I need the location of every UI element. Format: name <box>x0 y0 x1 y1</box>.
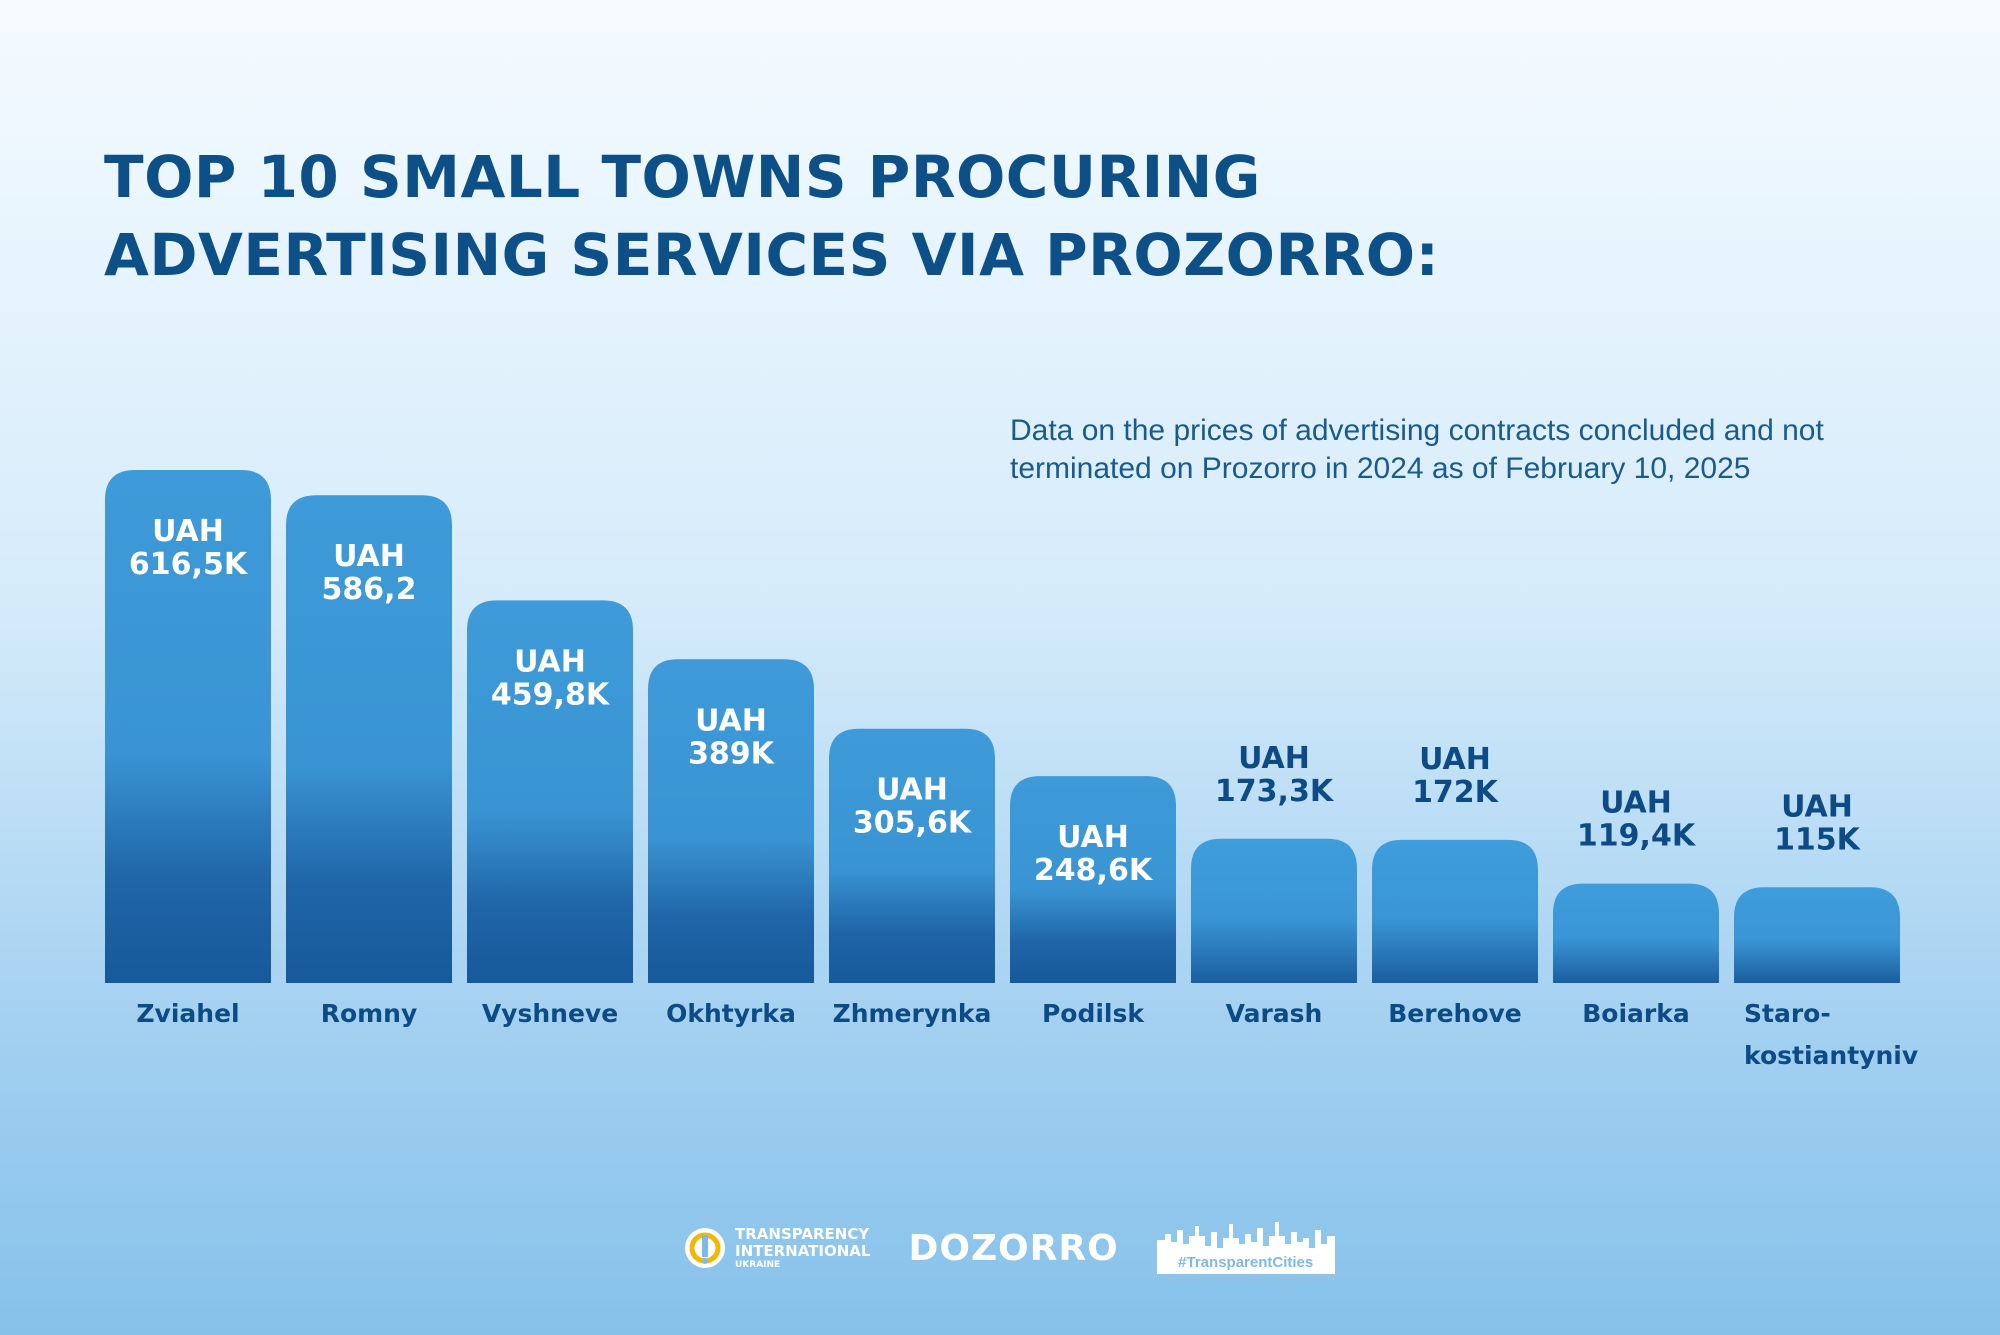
bar-okhtyrka <box>648 659 814 983</box>
category-label: Okhtyrka <box>666 999 796 1028</box>
transparency-international-logo: TRANSPARENCY INTERNATIONAL UKRAINE <box>683 1224 871 1271</box>
bar-berehove <box>1372 839 1538 983</box>
ti-line-1: TRANSPARENCY <box>735 1224 870 1243</box>
bar-value-label: UAH 173,3K <box>1215 741 1335 809</box>
category-label: Varash <box>1226 999 1323 1028</box>
bar-zviahel <box>105 470 271 983</box>
category-label-line: kostiantyniv <box>1744 1041 1918 1070</box>
category-label-line: Podilsk <box>1042 999 1145 1028</box>
bar-value-label: UAH 115K <box>1774 789 1862 857</box>
currency-label: UAH <box>876 773 948 808</box>
category-label: Romny <box>321 999 418 1028</box>
amount-label: 248,6K <box>1034 853 1154 888</box>
category-label: Staro-kostiantyniv <box>1744 999 1918 1070</box>
bar-value-label: UAH 172K <box>1412 742 1500 810</box>
category-label-line: Vyshneve <box>482 999 618 1028</box>
category-label: Podilsk <box>1042 999 1145 1028</box>
category-label-line: Romny <box>321 999 418 1028</box>
category-label: Berehove <box>1388 999 1522 1028</box>
bar-podilsk <box>1010 776 1176 983</box>
category-label: Zhmerynka <box>833 999 992 1028</box>
bar-staro-kostiantyniv <box>1734 887 1900 983</box>
currency-label: UAH <box>1419 742 1491 777</box>
bar-value-label: UAH 459,8K <box>491 644 611 712</box>
category-label-line: Berehove <box>1388 999 1522 1028</box>
ti-line-3: UKRAINE <box>735 1259 781 1270</box>
category-labels-group: Zviahel Romny Vyshneve Okhtyrka Zhmerynka Pod… <box>136 999 1918 1070</box>
currency-label: UAH <box>152 514 224 549</box>
bar-vyshneve <box>467 600 633 983</box>
category-label-line: Zhmerynka <box>833 999 992 1028</box>
amount-label: 173,3K <box>1215 774 1335 809</box>
amount-label: 389K <box>688 736 776 771</box>
bar-value-label: UAH 305,6K <box>853 773 973 841</box>
bar-value-label: UAH 389K <box>688 703 776 771</box>
category-label: Zviahel <box>136 999 239 1028</box>
category-label: Vyshneve <box>482 999 618 1028</box>
chart-title: TOP 10 SMALL TOWNS PROCURING ADVERTISING… <box>104 143 1440 289</box>
amount-label: 115K <box>1774 822 1862 857</box>
currency-label: UAH <box>1781 789 1853 824</box>
category-label-line: Boiarka <box>1582 999 1690 1028</box>
bar-zhmerynka <box>829 728 995 983</box>
dozorro-logo: DOZORRO <box>908 1227 1119 1269</box>
category-label-line: Varash <box>1226 999 1323 1028</box>
category-label-line: Staro- <box>1744 999 1831 1028</box>
bar-value-label: UAH 616,5K <box>129 514 249 582</box>
category-label-line: Okhtyrka <box>666 999 796 1028</box>
currency-label: UAH <box>1057 820 1129 855</box>
amount-label: 616,5K <box>129 547 249 582</box>
currency-label: UAH <box>333 539 405 574</box>
chart-note: Data on the prices of advertising contra… <box>1010 414 1824 485</box>
category-label: Boiarka <box>1582 999 1690 1028</box>
bar-value-label: UAH 119,4K <box>1577 786 1697 854</box>
ti-emblem-icon <box>685 1228 725 1268</box>
amount-label: 305,6K <box>853 806 973 841</box>
bar-boiarka <box>1553 883 1719 983</box>
currency-label: UAH <box>1238 741 1310 776</box>
currency-label: UAH <box>695 703 767 738</box>
transparent-cities-logo: #TransparentCities <box>1156 1222 1335 1274</box>
amount-label: 459,8K <box>491 677 611 712</box>
amount-label: 586,2 <box>322 572 417 607</box>
amount-label: 172K <box>1412 775 1500 810</box>
bar-varash <box>1191 838 1357 983</box>
category-label-line: Zviahel <box>136 999 239 1028</box>
city-skyline-icon <box>1156 1222 1335 1254</box>
currency-label: UAH <box>1600 786 1672 821</box>
bars-group <box>105 470 1900 983</box>
bar-value-label: UAH 586,2 <box>322 539 417 607</box>
bar-value-label: UAH 248,6K <box>1034 820 1154 888</box>
footer-logos: TRANSPARENCY INTERNATIONAL UKRAINE DOZOR… <box>683 1222 1335 1274</box>
amount-label: 119,4K <box>1577 819 1697 854</box>
ti-line-2: INTERNATIONAL <box>735 1241 871 1260</box>
currency-label: UAH <box>514 644 586 679</box>
transparent-cities-hashtag: #TransparentCities <box>1156 1252 1335 1274</box>
bar-romny <box>286 495 452 983</box>
